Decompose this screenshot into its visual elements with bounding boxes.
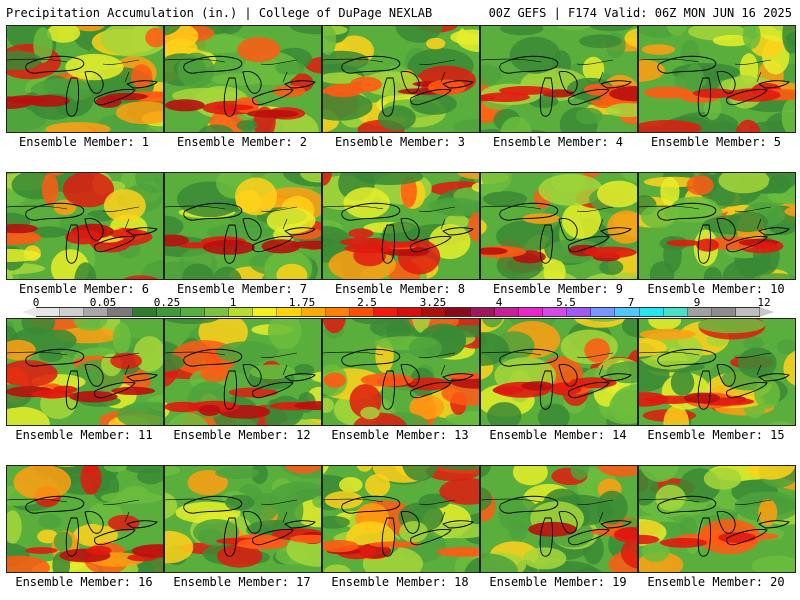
colorbar-swatch xyxy=(422,308,447,316)
ensemble-member-label: Ensemble Member: 12 xyxy=(173,428,311,442)
ensemble-member-map xyxy=(638,25,796,133)
colorbar-swatch xyxy=(108,308,133,316)
ensemble-member-map xyxy=(164,25,322,133)
colorbar-swatch xyxy=(663,308,688,316)
colorbar-tick-label: 0.05 xyxy=(89,296,117,309)
colorbar-swatch xyxy=(373,308,399,316)
colorbar-swatch xyxy=(736,308,761,316)
colorbar-swatch xyxy=(470,308,495,316)
colorbar-tick-label: 0 xyxy=(32,296,40,309)
colorbar-max-arrow xyxy=(760,307,774,317)
ensemble-member-map xyxy=(322,25,480,133)
ensemble-member-label: Ensemble Member: 8 xyxy=(334,282,466,296)
ensemble-member-map xyxy=(480,318,638,426)
colorbar-swatch xyxy=(229,308,254,316)
ensemble-member-map xyxy=(164,172,322,280)
colorbar-swatch xyxy=(277,308,302,316)
colorbar-swatch xyxy=(84,308,109,316)
colorbar-tick-label: 7 xyxy=(627,296,635,309)
ensemble-member-label: Ensemble Member: 7 xyxy=(176,282,308,296)
colorbar-tick-label: 1.75 xyxy=(288,296,316,309)
colorbar-swatch xyxy=(687,308,712,316)
colorbar-tick-label: 1 xyxy=(229,296,237,309)
ensemble-member-map xyxy=(6,25,164,133)
ensemble-member-label: Ensemble Member: 3 xyxy=(334,135,466,149)
colorbar-swatch xyxy=(494,308,519,316)
colorbar-swatch xyxy=(591,308,616,316)
ensemble-member-map xyxy=(164,465,322,573)
colorbar-swatch xyxy=(36,308,61,316)
ensemble-member-map xyxy=(164,318,322,426)
colorbar-swatch xyxy=(180,308,205,316)
colorbar-swatch xyxy=(325,308,350,316)
colorbar xyxy=(22,307,774,317)
ensemble-member-map xyxy=(480,465,638,573)
colorbar-swatch xyxy=(349,308,374,316)
ensemble-member-label: Ensemble Member: 11 xyxy=(15,428,153,442)
ensemble-member-label: Ensemble Member: 20 xyxy=(647,575,785,589)
colorbar-tick-label: 3.25 xyxy=(419,296,447,309)
colorbar-swatch xyxy=(398,308,423,316)
colorbar-tick-label: 9 xyxy=(693,296,701,309)
colorbar-tick-label: 5.5 xyxy=(556,296,576,309)
ensemble-member-label: Ensemble Member: 15 xyxy=(647,428,785,442)
ensemble-member-map xyxy=(638,172,796,280)
ensemble-member-label: Ensemble Member: 10 xyxy=(647,282,785,296)
colorbar-swatch xyxy=(132,308,157,316)
ensemble-member-label: Ensemble Member: 6 xyxy=(18,282,150,296)
model-run-valid-time: 00Z GEFS | F174 Valid: 06Z MON JUN 16 20… xyxy=(488,6,792,20)
ensemble-member-label: Ensemble Member: 18 xyxy=(331,575,469,589)
ensemble-member-map xyxy=(480,25,638,133)
ensemble-member-label: Ensemble Member: 14 xyxy=(489,428,627,442)
colorbar-swatch xyxy=(156,308,181,316)
ensemble-member-map xyxy=(6,172,164,280)
ensemble-member-label: Ensemble Member: 4 xyxy=(492,135,624,149)
ensemble-member-label: Ensemble Member: 9 xyxy=(492,282,624,296)
ensemble-member-map xyxy=(322,172,480,280)
colorbar-swatch xyxy=(615,308,640,316)
colorbar-swatch xyxy=(639,308,664,316)
colorbar-tick-label: 12 xyxy=(757,296,771,309)
colorbar-swatch xyxy=(542,308,568,316)
ensemble-member-label: Ensemble Member: 5 xyxy=(650,135,782,149)
colorbar-swatch xyxy=(446,308,471,316)
colorbar-min-arrow xyxy=(22,307,36,317)
ensemble-member-label: Ensemble Member: 13 xyxy=(331,428,469,442)
ensemble-member-map xyxy=(322,465,480,573)
ensemble-member-label: Ensemble Member: 17 xyxy=(173,575,311,589)
header: Precipitation Accumulation (in.) | Colle… xyxy=(6,6,792,22)
colorbar-swatch xyxy=(567,308,592,316)
ensemble-member-label: Ensemble Member: 16 xyxy=(15,575,153,589)
ensemble-member-map xyxy=(322,318,480,426)
colorbar-tick-label: 2.5 xyxy=(357,296,377,309)
ensemble-member-label: Ensemble Member: 19 xyxy=(489,575,627,589)
colorbar-swatch xyxy=(204,308,230,316)
colorbar-tick-label: 0.25 xyxy=(153,296,181,309)
ensemble-member-map xyxy=(480,172,638,280)
colorbar-swatch xyxy=(518,308,543,316)
colorbar-swatch xyxy=(253,308,278,316)
colorbar-swatch xyxy=(60,308,85,316)
colorbar-segments xyxy=(36,307,761,317)
colorbar-tick-label: 4 xyxy=(495,296,503,309)
colorbar-swatch xyxy=(711,308,737,316)
ensemble-member-label: Ensemble Member: 1 xyxy=(18,135,150,149)
colorbar-swatch xyxy=(301,308,326,316)
ensemble-member-map xyxy=(6,318,164,426)
ensemble-member-map xyxy=(6,465,164,573)
ensemble-member-map xyxy=(638,465,796,573)
ensemble-member-label: Ensemble Member: 2 xyxy=(176,135,308,149)
map-title: Precipitation Accumulation (in.) | Colle… xyxy=(6,6,433,20)
ensemble-member-map xyxy=(638,318,796,426)
